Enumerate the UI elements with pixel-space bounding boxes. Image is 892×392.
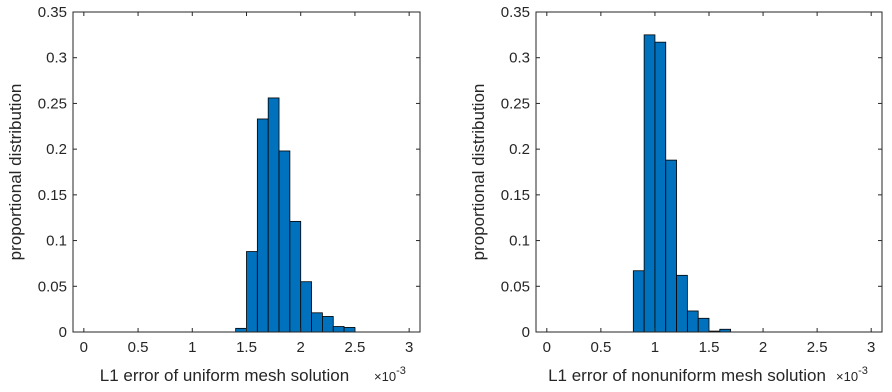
histogram-bar [235, 327, 247, 333]
y-tick-label: 0.1 [46, 233, 67, 250]
y-tick-label: 0.15 [501, 187, 530, 204]
x-tick-label: 2.5 [807, 339, 828, 356]
histogram-bar [311, 312, 323, 333]
uniform-mesh-histogram: 0 0.5 1 1.5 2 2.5 3 0 0.05 0.1 0.15 0.2 0.25 0.3 0.35 L… [6, 4, 421, 385]
x-axis-label: L1 error of uniform mesh solution [100, 366, 349, 385]
y-tick-label: 0 [522, 324, 530, 341]
x-tick-label: 3 [867, 339, 875, 356]
x-tick-label: 1 [188, 339, 196, 356]
y-tick-label: 0.3 [509, 50, 530, 67]
y-tick-label: 0 [59, 324, 67, 341]
y-tick-label: 0.25 [501, 95, 530, 112]
histogram-bar [665, 159, 677, 333]
y-tick-label: 0.1 [509, 233, 530, 250]
x-tick-label: 1.5 [699, 339, 720, 356]
histogram-bar [332, 326, 345, 333]
histogram-bar [256, 118, 269, 333]
histogram-bar [322, 316, 334, 333]
x-axis-multiplier: ×10-3 [836, 365, 868, 384]
y-tick-label: 0.05 [501, 278, 530, 295]
y-axis-label: proportional distribution [469, 84, 488, 261]
x-tick-label: 1.5 [236, 339, 257, 356]
histogram-bar [654, 41, 667, 333]
histogram-bar [300, 281, 312, 333]
histogram-bar [686, 310, 699, 333]
y-tick-label: 0.25 [38, 95, 67, 112]
x-tick-label: 0.5 [590, 339, 611, 356]
histogram-bar [343, 327, 356, 333]
y-tick-label: 0.3 [46, 50, 67, 67]
y-axis-label: proportional distribution [6, 84, 25, 261]
y-tick-label: 0.35 [38, 4, 67, 21]
x-tick-label: 3 [405, 339, 413, 356]
x-tick-label: 2 [297, 339, 305, 356]
x-tick-label: 1 [651, 339, 659, 356]
x-axis-multiplier: ×10-3 [374, 365, 406, 384]
y-tick-label: 0.35 [501, 4, 530, 21]
y-tick-label: 0.2 [509, 141, 530, 158]
y-tick-label: 0.15 [38, 187, 67, 204]
histogram-bar [278, 150, 291, 333]
histogram-bar [643, 34, 656, 333]
y-tick-label: 0.05 [38, 278, 67, 295]
x-axis-label: L1 error of nonuniform mesh solution [548, 366, 826, 385]
nonuniform-mesh-histogram: 0 0.5 1 1.5 2 2.5 3 0 0.05 0.1 0.15 0.2 0.25 0.3 0.35 L… [469, 4, 883, 385]
axes-frame [535, 11, 883, 333]
x-tick-label: 2.5 [345, 339, 366, 356]
histogram-bar [246, 251, 258, 333]
histogram-bar [289, 220, 302, 333]
x-tick-label: 0 [543, 339, 551, 356]
histogram-bar [697, 317, 710, 333]
x-tick-label: 0 [80, 339, 88, 356]
x-tick-label: 2 [759, 339, 767, 356]
x-tick-label: 0.5 [128, 339, 149, 356]
histogram-bar [267, 97, 280, 333]
histogram-bar [676, 274, 688, 333]
y-tick-label: 0.2 [46, 141, 67, 158]
histogram-bar [632, 270, 645, 333]
